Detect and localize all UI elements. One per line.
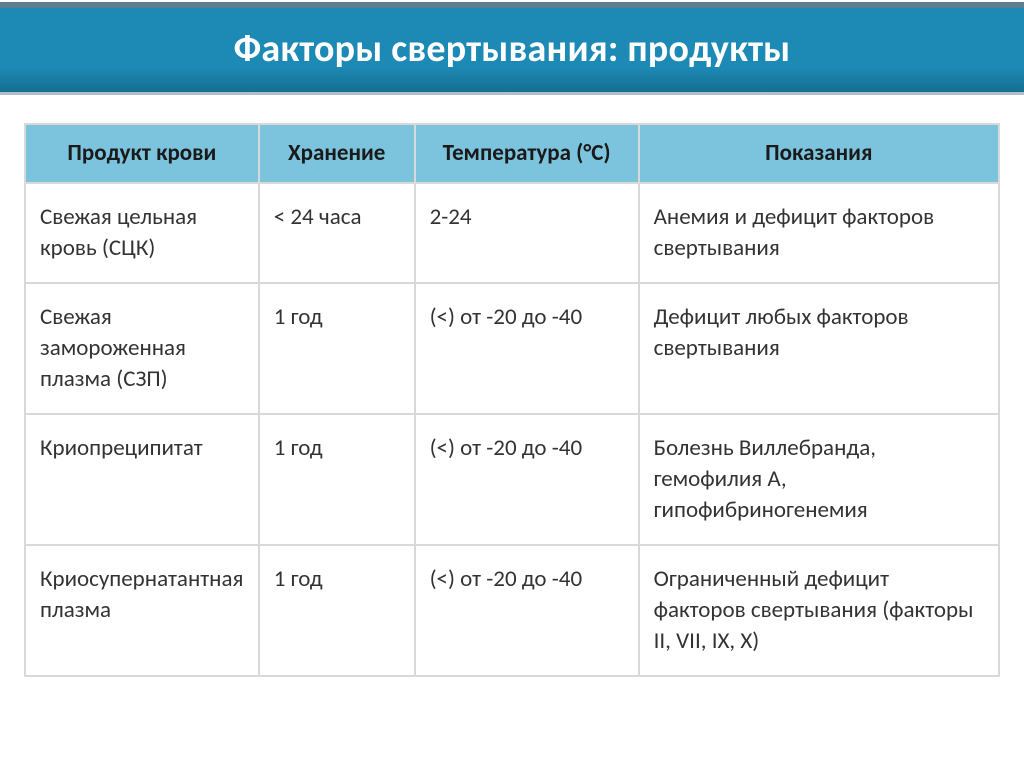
cell-product: Криопреципитат [25,414,259,545]
cell-storage: 1 год [259,545,415,676]
table-row: Свежая замороженная плазма (СЗП) 1 год (… [25,283,999,414]
cell-indication: Дефицит любых факторов свертывания [639,283,999,414]
cell-temperature: (<) от -20 до -40 [415,414,639,545]
cell-temperature: (<) от -20 до -40 [415,283,639,414]
products-table: Продукт крови Хранение Температура (°C) … [24,123,1000,677]
table-row: Криосупернатантная плазма 1 год (<) от -… [25,545,999,676]
cell-indication: Анемия и дефицит факторов свертывания [639,183,999,283]
slide: Факторы свертывания: продукты Продукт кр… [0,0,1024,767]
cell-storage: < 24 часа [259,183,415,283]
table-wrap: Продукт крови Хранение Температура (°C) … [0,95,1024,677]
cell-temperature: 2-24 [415,183,639,283]
cell-storage: 1 год [259,283,415,414]
col-header-storage: Хранение [259,124,415,183]
cell-product: Свежая замороженная плазма (СЗП) [25,283,259,414]
slide-title: Факторы свертывания: продукты [10,26,1014,72]
cell-product: Криосупернатантная плазма [25,545,259,676]
cell-product: Свежая цельная кровь (СЦК) [25,183,259,283]
cell-storage: 1 год [259,414,415,545]
title-band: Факторы свертывания: продукты [0,8,1024,95]
col-header-product: Продукт крови [25,124,259,183]
cell-indication: Болезнь Виллебранда, гемофилия А, гипофи… [639,414,999,545]
title-band-outer: Факторы свертывания: продукты [0,0,1024,95]
table-row: Свежая цельная кровь (СЦК) < 24 часа 2-2… [25,183,999,283]
col-header-temperature: Температура (°C) [415,124,639,183]
table-row: Криопреципитат 1 год (<) от -20 до -40 Б… [25,414,999,545]
table-header-row: Продукт крови Хранение Температура (°C) … [25,124,999,183]
col-header-indication: Показания [639,124,999,183]
cell-temperature: (<) от -20 до -40 [415,545,639,676]
cell-indication: Ограниченный дефицит факторов свертывани… [639,545,999,676]
